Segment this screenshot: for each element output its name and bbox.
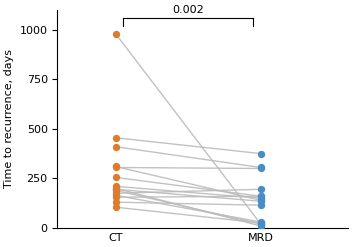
Point — [258, 165, 264, 169]
Point — [258, 220, 264, 224]
Point — [258, 203, 264, 207]
Point — [113, 188, 118, 192]
Point — [113, 195, 118, 199]
Y-axis label: Time to recurrence, days: Time to recurrence, days — [4, 49, 14, 188]
Point — [258, 222, 264, 226]
Point — [258, 187, 264, 191]
Point — [113, 186, 118, 190]
Point — [113, 136, 118, 140]
Point — [113, 165, 118, 169]
Point — [258, 194, 264, 198]
Text: 0.002: 0.002 — [172, 5, 204, 15]
Point — [113, 187, 118, 191]
Point — [113, 191, 118, 195]
Point — [113, 200, 118, 204]
Point — [258, 152, 264, 156]
Point — [258, 166, 264, 170]
Point — [258, 196, 264, 200]
Point — [113, 145, 118, 149]
Point — [258, 194, 264, 198]
Point — [113, 32, 118, 36]
Point — [258, 224, 264, 228]
Point — [113, 193, 118, 197]
Point — [113, 184, 118, 188]
Point — [113, 175, 118, 179]
Point — [113, 205, 118, 209]
Point — [113, 165, 118, 168]
Point — [258, 221, 264, 225]
Point — [258, 198, 264, 202]
Point — [258, 199, 264, 203]
Point — [258, 222, 264, 226]
